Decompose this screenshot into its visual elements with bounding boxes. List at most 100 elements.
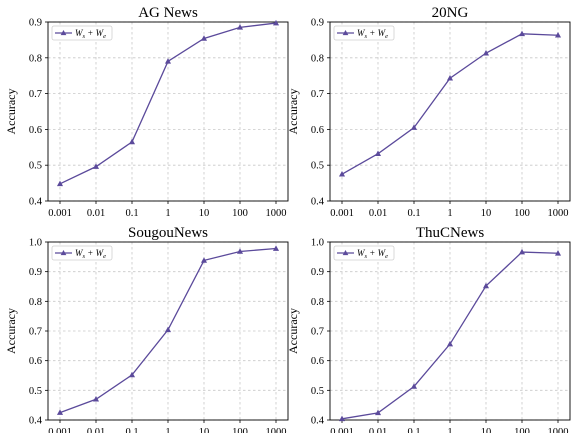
legend-box	[51, 25, 113, 41]
data-point-marker	[56, 409, 64, 415]
data-point-marker	[518, 248, 526, 255]
legend-marker	[342, 250, 349, 256]
legend-label: Ws + We	[357, 248, 388, 260]
y-tick-label: 0.5	[29, 386, 42, 397]
y-tick-label: 0.4	[29, 197, 43, 208]
y-tick-label: 0.9	[311, 267, 324, 278]
x-tick-label: 0.1	[125, 427, 138, 433]
data-point-marker	[92, 396, 100, 402]
x-tick-label: 1	[165, 427, 170, 433]
legend-label: Ws + We	[75, 28, 106, 40]
chart-panel-4: 0.4 0.5 0.6 0.7 0.8 0.9 1.0 0.001 0.01 0.1 1 10 100 1…	[286, 225, 571, 433]
y-tick-label: 0.7	[29, 327, 42, 338]
y-axis-label: Accuracy	[4, 89, 18, 135]
y-axis-label: Accuracy	[286, 308, 300, 354]
data-point-marker	[236, 248, 244, 254]
y-tick-label: 0.4	[311, 416, 325, 427]
x-tick-label: 1	[447, 208, 452, 219]
legend-box	[333, 245, 395, 261]
x-tick-label: 0.1	[125, 208, 138, 219]
x-tick-label: 0.001	[330, 427, 354, 433]
data-point-marker	[272, 19, 280, 26]
x-tick-label: 0.01	[87, 427, 105, 433]
data-point-marker	[410, 383, 418, 389]
y-tick-label: 0.8	[29, 53, 42, 64]
x-tick-label: 1	[165, 208, 170, 219]
x-tick-label: 10	[199, 208, 210, 219]
x-tick-label: 1000	[266, 208, 287, 219]
x-tick-label: 10	[481, 208, 492, 219]
y-tick-label: 1.0	[311, 238, 324, 249]
y-tick-label: 0.5	[311, 386, 324, 397]
y-tick-label: 0.4	[311, 197, 325, 208]
legend-label: Ws + We	[357, 28, 388, 40]
x-tick-label: 1000	[548, 427, 569, 433]
data-point-marker	[200, 257, 208, 263]
data-point-marker	[374, 409, 382, 416]
data-point-marker	[236, 24, 244, 30]
legend-label: Ws + We	[75, 248, 106, 260]
y-tick-label: 0.8	[311, 297, 324, 308]
y-tick-label: 0.6	[311, 356, 324, 367]
legend-box	[51, 245, 113, 261]
data-point-marker	[128, 138, 136, 145]
y-tick-label: 0.5	[29, 161, 42, 172]
chart-title: SougouNews	[128, 225, 208, 241]
x-tick-label: 100	[514, 208, 530, 219]
chart-panel-2: 0.4 0.5 0.6 0.7 0.8 0.9 0.001 0.01 0.1 1 10 100 1000…	[286, 5, 571, 219]
y-tick-label: 0.7	[311, 327, 324, 338]
data-point-marker	[338, 415, 346, 422]
data-point-marker	[92, 163, 100, 169]
legend-box	[333, 25, 395, 41]
y-tick-label: 0.8	[311, 53, 324, 64]
data-point-marker	[164, 326, 172, 333]
x-tick-label: 0.1	[407, 208, 420, 219]
data-point-marker	[128, 371, 136, 378]
data-point-marker	[482, 49, 490, 56]
legend-marker	[342, 30, 349, 36]
x-tick-label: 1000	[266, 427, 287, 433]
data-point-marker	[200, 35, 208, 41]
x-tick-label: 100	[232, 208, 248, 219]
chart-title: ThuCNews	[416, 225, 484, 241]
y-tick-label: 0.6	[311, 125, 324, 136]
y-tick-label: 0.8	[29, 297, 42, 308]
x-tick-label: 0.001	[330, 208, 354, 219]
x-tick-label: 0.01	[369, 208, 387, 219]
legend: Ws + We	[51, 25, 113, 41]
data-point-marker	[482, 282, 490, 289]
legend: Ws + We	[333, 25, 395, 41]
x-tick-label: 0.001	[48, 208, 72, 219]
chart-title: AG News	[138, 5, 198, 21]
data-point-marker	[518, 30, 526, 37]
data-point-marker	[164, 58, 172, 64]
y-tick-label: 0.4	[29, 416, 43, 427]
x-tick-label: 1000	[548, 208, 569, 219]
x-tick-label: 0.1	[407, 427, 420, 433]
x-tick-label: 100	[514, 427, 530, 433]
legend-marker	[60, 30, 67, 36]
y-tick-label: 0.9	[311, 18, 324, 29]
y-tick-label: 0.9	[29, 267, 42, 278]
y-tick-label: 0.6	[29, 356, 42, 367]
data-point-marker	[554, 250, 562, 256]
y-tick-label: 0.7	[29, 89, 42, 100]
x-tick-label: 100	[232, 427, 248, 433]
legend: Ws + We	[333, 245, 395, 261]
y-tick-label: 0.7	[311, 89, 324, 100]
y-tick-label: 0.6	[29, 125, 42, 136]
data-point-marker	[554, 32, 562, 38]
x-tick-label: 10	[199, 427, 210, 433]
y-axis-label: Accuracy	[4, 308, 18, 354]
data-point-marker	[56, 180, 64, 187]
x-tick-label: 0.01	[87, 208, 105, 219]
data-point-marker	[446, 75, 454, 81]
x-tick-label: 0.01	[369, 427, 387, 433]
legend-marker	[60, 250, 67, 256]
data-point-marker	[446, 340, 454, 347]
data-point-marker	[272, 245, 280, 251]
x-tick-label: 1	[447, 427, 452, 433]
y-tick-label: 1.0	[29, 238, 42, 249]
chart-panel-1: 0.4 0.5 0.6 0.7 0.8 0.9 0.001 0.01 0.1 1 10 100 1000…	[4, 5, 289, 219]
